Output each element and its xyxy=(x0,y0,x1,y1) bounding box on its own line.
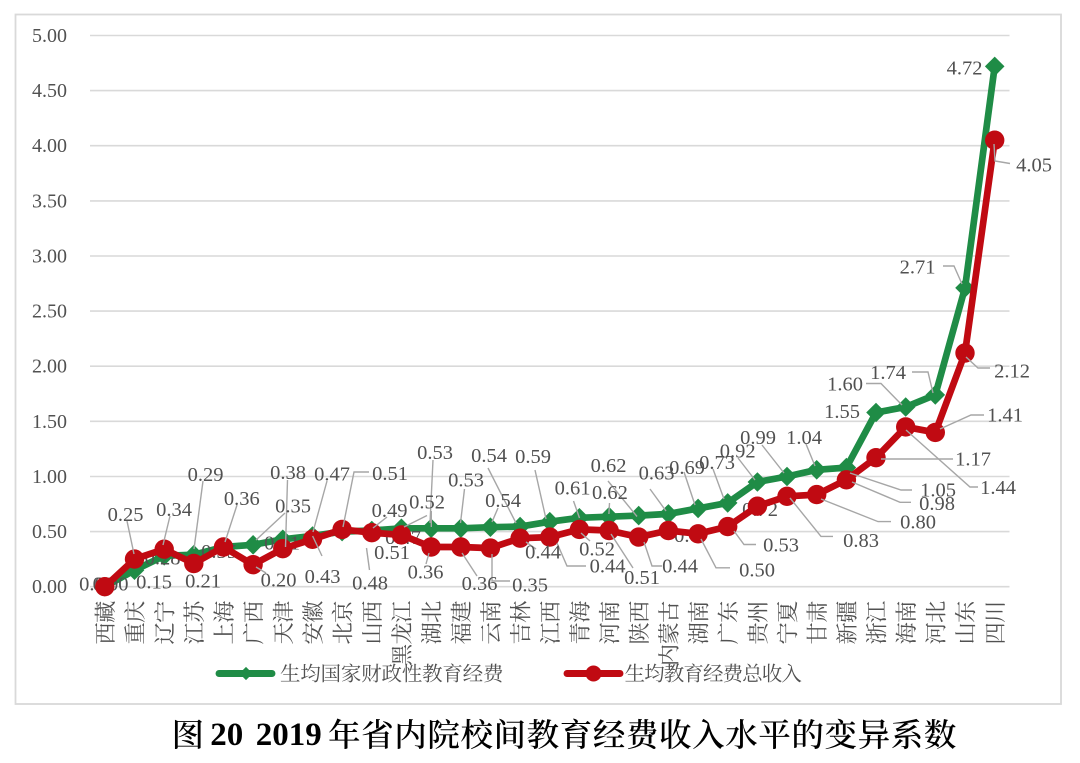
svg-text:4.50: 4.50 xyxy=(32,80,67,102)
svg-text:0.36: 0.36 xyxy=(224,488,260,510)
svg-text:0.38: 0.38 xyxy=(270,462,306,484)
svg-text:0.43: 0.43 xyxy=(305,566,341,588)
svg-text:0.29: 0.29 xyxy=(188,464,224,486)
svg-text:1.17: 1.17 xyxy=(955,449,991,471)
svg-text:0.73: 0.73 xyxy=(699,452,735,474)
svg-text:4.05: 4.05 xyxy=(1016,155,1052,177)
svg-text:2.71: 2.71 xyxy=(900,257,936,279)
svg-text:1.04: 1.04 xyxy=(786,427,822,449)
svg-text:0.21: 0.21 xyxy=(185,571,221,593)
svg-text:0.59: 0.59 xyxy=(515,446,551,468)
svg-text:2019: 2019 xyxy=(256,717,322,753)
svg-text:0.36: 0.36 xyxy=(462,573,498,595)
svg-text:0.54: 0.54 xyxy=(471,445,507,467)
svg-text:0.51: 0.51 xyxy=(624,567,660,589)
svg-text:1.60: 1.60 xyxy=(827,374,863,396)
svg-text:0.53: 0.53 xyxy=(417,442,453,464)
svg-text:0.69: 0.69 xyxy=(669,457,705,479)
svg-text:0.62: 0.62 xyxy=(592,482,628,504)
svg-text:0.51: 0.51 xyxy=(372,463,408,485)
svg-text:0.34: 0.34 xyxy=(156,499,192,521)
svg-text:4.00: 4.00 xyxy=(32,135,67,157)
svg-text:0.52: 0.52 xyxy=(579,539,615,561)
svg-text:0.52: 0.52 xyxy=(409,492,445,514)
svg-text:4.72: 4.72 xyxy=(947,57,983,79)
svg-text:0.35: 0.35 xyxy=(275,496,311,518)
svg-text:0.44: 0.44 xyxy=(662,556,698,578)
svg-text:0.51: 0.51 xyxy=(374,542,410,564)
svg-text:0.98: 0.98 xyxy=(919,493,955,515)
svg-text:0.54: 0.54 xyxy=(485,490,521,512)
svg-text:0.44: 0.44 xyxy=(525,542,561,564)
svg-text:0.47: 0.47 xyxy=(314,464,350,486)
svg-text:0.80: 0.80 xyxy=(900,511,936,533)
svg-text:0.50: 0.50 xyxy=(32,521,67,543)
svg-text:0.83: 0.83 xyxy=(843,530,879,552)
svg-text:0.15: 0.15 xyxy=(136,572,172,594)
svg-text:3.00: 3.00 xyxy=(32,246,67,268)
svg-text:20: 20 xyxy=(210,717,243,753)
svg-text:2.00: 2.00 xyxy=(32,356,67,378)
svg-text:0.92: 0.92 xyxy=(720,440,756,462)
svg-text:0.53: 0.53 xyxy=(448,470,484,492)
svg-text:5.00: 5.00 xyxy=(32,25,67,47)
svg-text:0.49: 0.49 xyxy=(372,500,408,522)
svg-text:0.62: 0.62 xyxy=(591,455,627,477)
svg-text:0.00: 0.00 xyxy=(32,576,67,598)
svg-text:0.63: 0.63 xyxy=(639,463,675,485)
svg-text:0.25: 0.25 xyxy=(108,504,144,526)
svg-text:0.35: 0.35 xyxy=(512,575,548,597)
svg-text:1.41: 1.41 xyxy=(987,405,1023,427)
svg-text:0.48: 0.48 xyxy=(352,573,388,595)
svg-text:0.99: 0.99 xyxy=(740,427,776,449)
svg-text:1.55: 1.55 xyxy=(824,401,860,423)
svg-text:3.50: 3.50 xyxy=(32,190,67,212)
svg-text:1.00: 1.00 xyxy=(32,466,67,488)
svg-text:2.12: 2.12 xyxy=(994,361,1030,383)
svg-text:2.50: 2.50 xyxy=(32,301,67,323)
svg-text:0.44: 0.44 xyxy=(590,556,626,578)
svg-text:0.53: 0.53 xyxy=(763,535,799,557)
svg-text:1.44: 1.44 xyxy=(980,477,1016,499)
svg-text:1.74: 1.74 xyxy=(870,362,906,384)
svg-text:0.20: 0.20 xyxy=(261,570,297,592)
svg-text:0.61: 0.61 xyxy=(555,478,591,500)
svg-text:0.50: 0.50 xyxy=(739,560,775,582)
svg-text:1.05: 1.05 xyxy=(920,480,956,502)
svg-text:1.50: 1.50 xyxy=(32,411,67,433)
svg-text:0.36: 0.36 xyxy=(408,562,444,584)
